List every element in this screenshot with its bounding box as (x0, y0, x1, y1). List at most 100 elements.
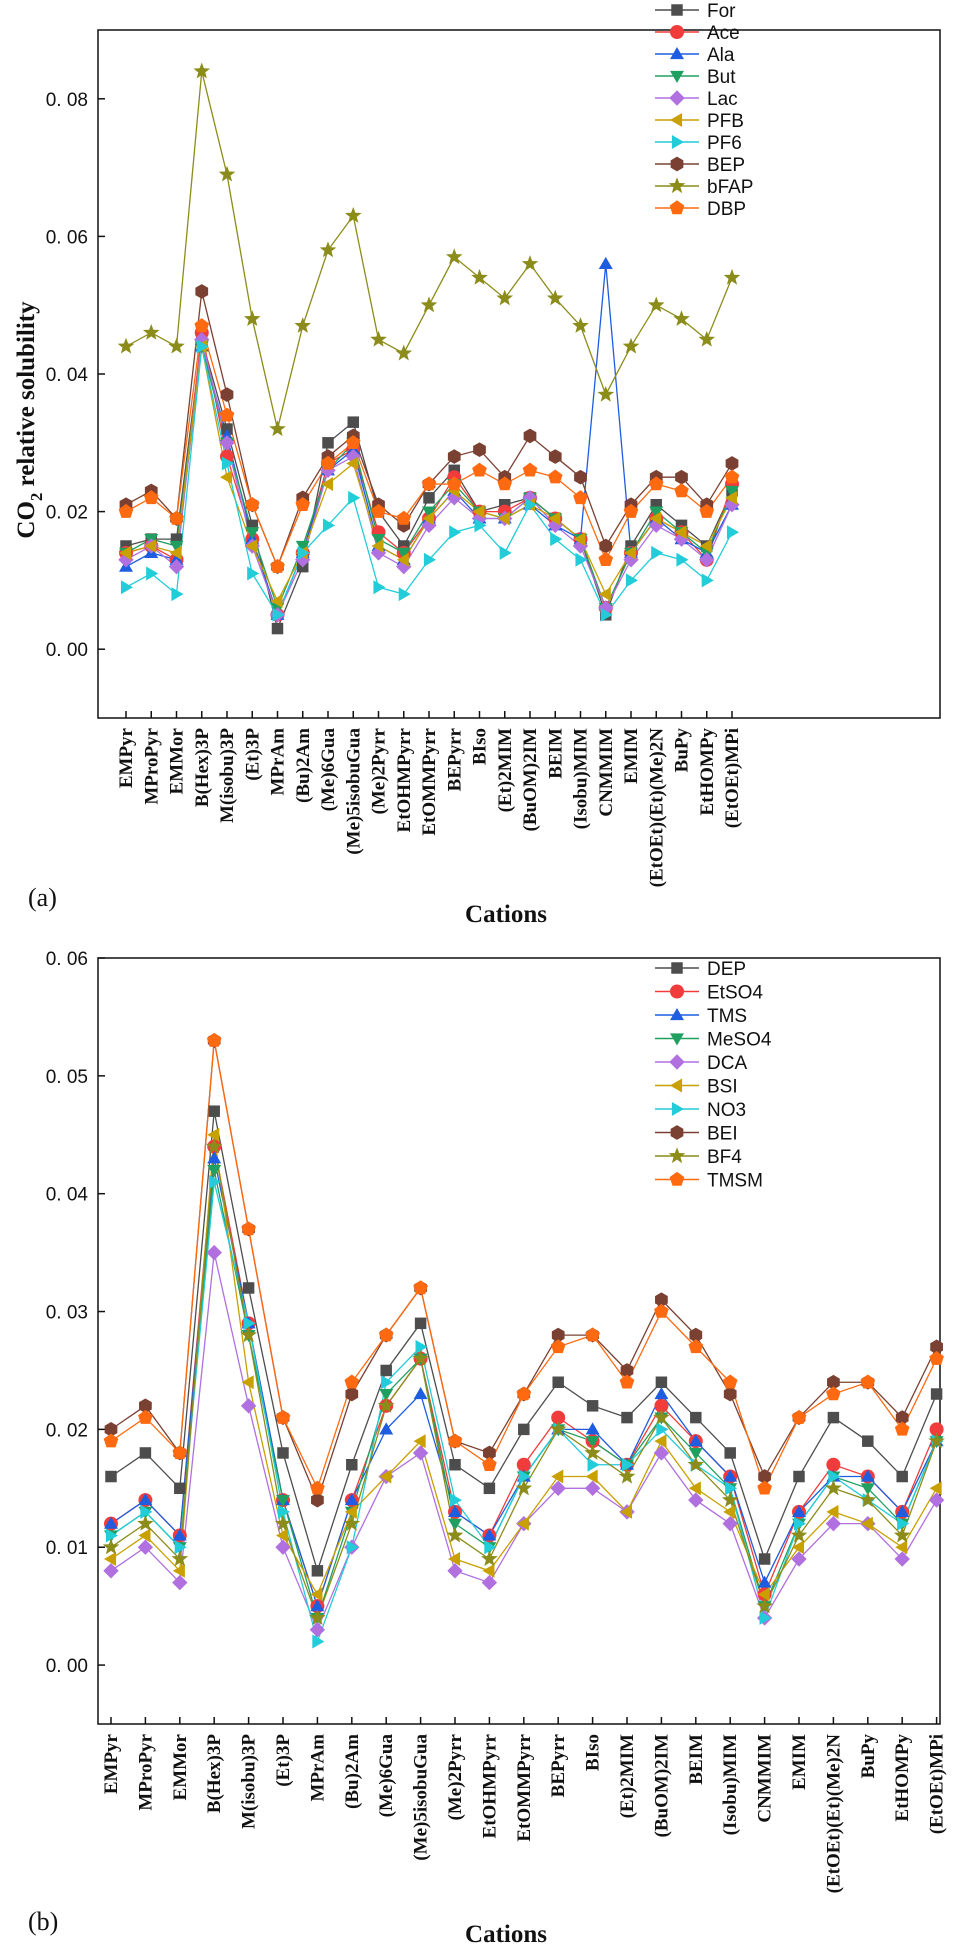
data-point-tms (895, 1504, 910, 1517)
legend-marker-for (671, 4, 683, 16)
x-tick-label-bupy: BuPy (672, 728, 693, 773)
data-point-pf6 (322, 518, 335, 533)
data-point-bei (139, 1398, 152, 1414)
data-point-tms (172, 1528, 187, 1541)
data-point-bf4 (309, 1609, 326, 1626)
data-point-pfb (220, 470, 233, 485)
data-point-pf6 (221, 456, 234, 471)
data-point-dca (894, 1551, 910, 1567)
data-point-no3 (140, 1504, 153, 1519)
data-point-tmsm (206, 1032, 222, 1047)
y-tick-label: 0. 05 (46, 1067, 88, 1088)
data-point-meso4 (448, 1518, 462, 1531)
data-point-bei (345, 1386, 359, 1402)
data-point-tmsm (757, 1480, 772, 1495)
data-point-pf6 (499, 545, 512, 560)
x-tick-label-isobu-mim: (Isobu)MIM (720, 1734, 741, 1835)
data-point-bep (523, 428, 537, 444)
data-point-dep (208, 1105, 220, 1117)
data-point-for (271, 622, 284, 635)
x-tick-label-emmor: EMMor (170, 1733, 191, 1800)
data-point-no3 (518, 1469, 531, 1484)
data-point-but (725, 485, 739, 498)
data-point-bep (220, 387, 234, 402)
data-point-dbp (320, 455, 336, 470)
x-tick-label-beim: BEIM (686, 1734, 707, 1785)
data-point-bf4 (721, 1491, 739, 1508)
data-point-bfap (546, 289, 564, 306)
data-point-for (423, 492, 435, 504)
data-point-bfap (496, 289, 514, 306)
legend-label-ala: Ala (707, 45, 735, 66)
legend-marker-bep (670, 156, 684, 172)
data-point-dep (655, 1376, 668, 1388)
data-point-dca (928, 1492, 945, 1508)
data-point-bf4 (446, 1526, 464, 1543)
data-point-dep (896, 1470, 908, 1483)
data-point-dca (137, 1539, 154, 1555)
data-point-meso4 (860, 1483, 875, 1496)
data-point-dca (550, 1480, 566, 1497)
data-point-dbp (194, 318, 210, 333)
legend-label-meso4: MeSO4 (707, 1030, 772, 1051)
x-tick-label-me-2pyrr: (Me)2Pyrr (445, 1733, 466, 1820)
data-point-pfb (674, 525, 687, 540)
data-point-bf4 (171, 1550, 189, 1567)
data-point-bf4 (377, 1397, 395, 1413)
data-point-meso4 (379, 1388, 394, 1402)
data-point-no3 (174, 1540, 187, 1555)
data-point-pf6 (297, 545, 310, 560)
data-point-dep (346, 1458, 358, 1471)
legend-label-tms: TMS (707, 1006, 747, 1027)
data-point-pfb (573, 532, 586, 547)
data-point-pfb (321, 477, 334, 492)
data-point-tmsm (791, 1409, 807, 1424)
data-point-bsi (138, 1528, 151, 1543)
data-point-dep (552, 1376, 564, 1388)
data-point-lac (219, 435, 235, 451)
x-tick-label-emim: EMIM (621, 728, 642, 784)
data-point-bei (723, 1386, 737, 1402)
data-point-pf6 (726, 525, 739, 540)
y-tick-label: 0. 01 (46, 1538, 88, 1559)
data-point-but (649, 506, 664, 519)
data-point-bsi (551, 1469, 564, 1484)
data-point-bf4 (343, 1514, 361, 1531)
data-point-bfap (647, 296, 665, 313)
y-tick-label: 0. 00 (46, 640, 88, 661)
data-point-dep (690, 1411, 702, 1424)
data-point-bfap (622, 337, 640, 354)
data-point-bsi (757, 1587, 770, 1602)
data-point-bfap (445, 248, 463, 265)
chart-panel-b: 0. 00 0. 01 0. 02 0. 03 0. 04 0. 05 0. 06 EMPy… (28, 949, 948, 1948)
legend-marker-pf6 (671, 135, 684, 149)
data-point-bf4 (481, 1550, 498, 1567)
data-point-bf4 (412, 1349, 429, 1366)
data-point-pf6 (676, 552, 689, 567)
x-tick-label-bu-2am: (Bu)2Am (342, 1734, 363, 1809)
data-point-no3 (587, 1457, 600, 1472)
data-point-no3 (656, 1422, 669, 1437)
data-point-dca (103, 1563, 119, 1579)
data-point-dbp (497, 476, 513, 491)
x-tick-label-m-isobu-3p: M(isobu)3P (239, 1734, 260, 1829)
panel-label-a: (a) (28, 883, 57, 912)
data-point-tmsm (413, 1280, 428, 1295)
data-point-pfb (422, 511, 435, 526)
data-point-but (396, 547, 411, 560)
legend-label-pfb: PFB (707, 111, 744, 132)
data-point-etso4 (929, 1422, 944, 1437)
x-tick-label-bepyrr: BEPyrr (444, 727, 465, 791)
data-point-bsi (482, 1563, 495, 1578)
data-point-ala (169, 552, 184, 565)
x-tick-label-ethompy: EtHOMPy (892, 1734, 913, 1822)
data-point-bsi (723, 1504, 736, 1519)
data-point-tms (413, 1387, 428, 1400)
legend-marker-bei (670, 1125, 684, 1140)
legend-marker-pfb (670, 113, 683, 127)
data-point-pfb (396, 552, 409, 567)
data-point-tmsm (482, 1457, 497, 1471)
data-point-bf4 (618, 1467, 636, 1484)
data-point-bfap (344, 207, 362, 223)
